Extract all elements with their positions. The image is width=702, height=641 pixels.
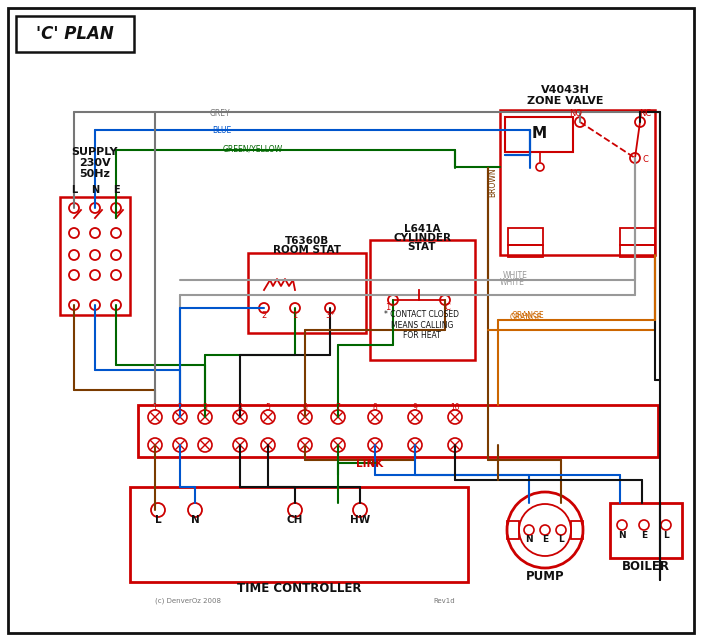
Circle shape [372,460,378,466]
Text: CH: CH [287,515,303,525]
Text: 1: 1 [152,403,157,412]
Bar [508,228,543,245]
Text: 2: 2 [178,403,183,412]
Text: N: N [191,515,199,525]
Bar [571,521,583,539]
Text: N: N [618,531,625,540]
Text: ORANGE: ORANGE [510,313,543,322]
Text: WHITE: WHITE [503,271,528,280]
Circle shape [372,460,378,466]
Text: 'C' PLAN: 'C' PLAN [36,25,114,43]
Text: V4043H: V4043H [541,85,590,95]
Text: 1: 1 [292,311,298,320]
Text: M: M [531,126,547,142]
Text: GREEN/YELLOW: GREEN/YELLOW [223,145,283,154]
Text: E: E [641,531,647,540]
Text: 2: 2 [261,311,267,320]
Text: PUMP: PUMP [526,570,564,583]
Bar [508,245,543,257]
Text: NO: NO [569,109,583,118]
Text: BOILER: BOILER [622,560,670,573]
Text: ZONE VALVE: ZONE VALVE [526,96,603,106]
Bar [500,110,655,255]
Text: L: L [663,531,669,540]
Text: ORANGE: ORANGE [512,311,545,320]
Bar [620,228,655,245]
Text: N: N [525,535,533,544]
Bar [507,521,519,539]
Text: HW: HW [350,515,370,525]
Text: C: C [642,155,648,164]
Text: 7: 7 [336,403,340,412]
Text: BROWN: BROWN [488,167,497,197]
Text: TIME CONTROLLER: TIME CONTROLLER [237,582,362,595]
Text: 6: 6 [303,403,307,412]
Text: L641A: L641A [404,224,440,234]
Bar [610,503,682,558]
Text: (c) DenverOz 2008: (c) DenverOz 2008 [155,598,221,604]
Text: L: L [154,515,161,525]
Text: 3: 3 [203,403,207,412]
Text: 5: 5 [265,403,270,412]
Bar [248,253,366,333]
Bar [620,245,655,257]
Text: ROOM STAT: ROOM STAT [273,245,341,255]
Bar [370,240,475,360]
Text: 1*: 1* [385,303,395,312]
Text: * CONTACT CLOSED
MEANS CALLING
FOR HEAT: * CONTACT CLOSED MEANS CALLING FOR HEAT [385,310,460,340]
Text: 10: 10 [450,403,460,412]
Text: T6360B: T6360B [285,236,329,246]
Text: E: E [113,185,119,195]
Text: SUPPLY: SUPPLY [72,147,118,157]
Text: BLUE: BLUE [212,126,231,135]
Text: 3*: 3* [325,311,335,320]
Bar [60,197,130,315]
Text: WHITE: WHITE [500,278,525,287]
Bar [138,405,658,457]
Text: Rev1d: Rev1d [433,598,455,604]
Text: 8: 8 [373,403,378,412]
Bar [16,16,134,52]
Text: STAT: STAT [408,242,436,252]
Bar [505,117,573,152]
Text: 4: 4 [237,403,242,412]
Bar [130,487,468,582]
Text: 50Hz: 50Hz [79,169,110,179]
Text: GREY: GREY [210,109,231,118]
Text: 230V: 230V [79,158,111,168]
Text: N: N [91,185,99,195]
Text: LINK: LINK [357,459,383,469]
Text: E: E [542,535,548,544]
Text: CYLINDER: CYLINDER [393,233,451,243]
Text: NC: NC [639,109,651,118]
Text: L: L [71,185,77,195]
Text: L: L [558,535,564,544]
Text: 9: 9 [413,403,418,412]
Text: C: C [444,303,450,312]
